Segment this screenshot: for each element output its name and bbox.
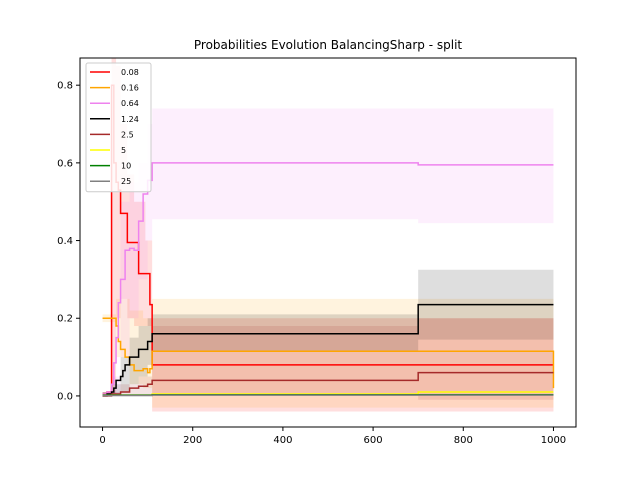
y-tick-label: 0.8 [57, 81, 73, 92]
chart-title: Probabilities Evolution BalancingSharp -… [194, 38, 463, 52]
legend-label-5: 5 [121, 146, 126, 155]
x-tick-label: 1000 [541, 435, 566, 446]
band-2-5 [102, 318, 554, 400]
legend-label-1-24: 1.24 [121, 115, 139, 124]
band-0-64 [102, 108, 554, 396]
y-tick-label: 0.2 [57, 314, 73, 325]
series-line-1-24 [102, 303, 554, 397]
legend-box [85, 62, 152, 193]
legend-label-10: 10 [121, 162, 131, 171]
y-tick-label: 0.4 [57, 236, 73, 247]
series-line-2-5 [102, 371, 554, 397]
legend-label-0-16: 0.16 [121, 84, 139, 93]
x-tick-label: 200 [183, 435, 202, 446]
y-tick-label: 0.6 [57, 158, 73, 169]
series-line-0-16 [102, 317, 555, 389]
confidence-bands [102, 58, 554, 412]
band-0-08 [102, 58, 554, 412]
legend-label-0-08: 0.08 [121, 68, 139, 77]
y-tick-label: 0.0 [57, 391, 73, 402]
legend-label-2-5: 2.5 [121, 130, 134, 139]
plot-frame [79, 57, 577, 428]
legend-label-0-64: 0.64 [121, 99, 139, 108]
x-tick-label: 800 [454, 435, 473, 446]
legend-label-25: 25 [121, 177, 131, 186]
x-axis: 0 200 400 600 800 1000 [99, 427, 566, 446]
band-1-24 [102, 269, 554, 396]
legend: 0.08 0.16 0.64 1.24 2.5 5 10 25 [85, 62, 152, 193]
x-tick-label: 400 [273, 435, 292, 446]
y-axis: 0.0 0.2 0.4 0.6 0.8 [57, 81, 80, 402]
x-tick-label: 0 [99, 435, 105, 446]
x-tick-label: 600 [364, 435, 383, 446]
